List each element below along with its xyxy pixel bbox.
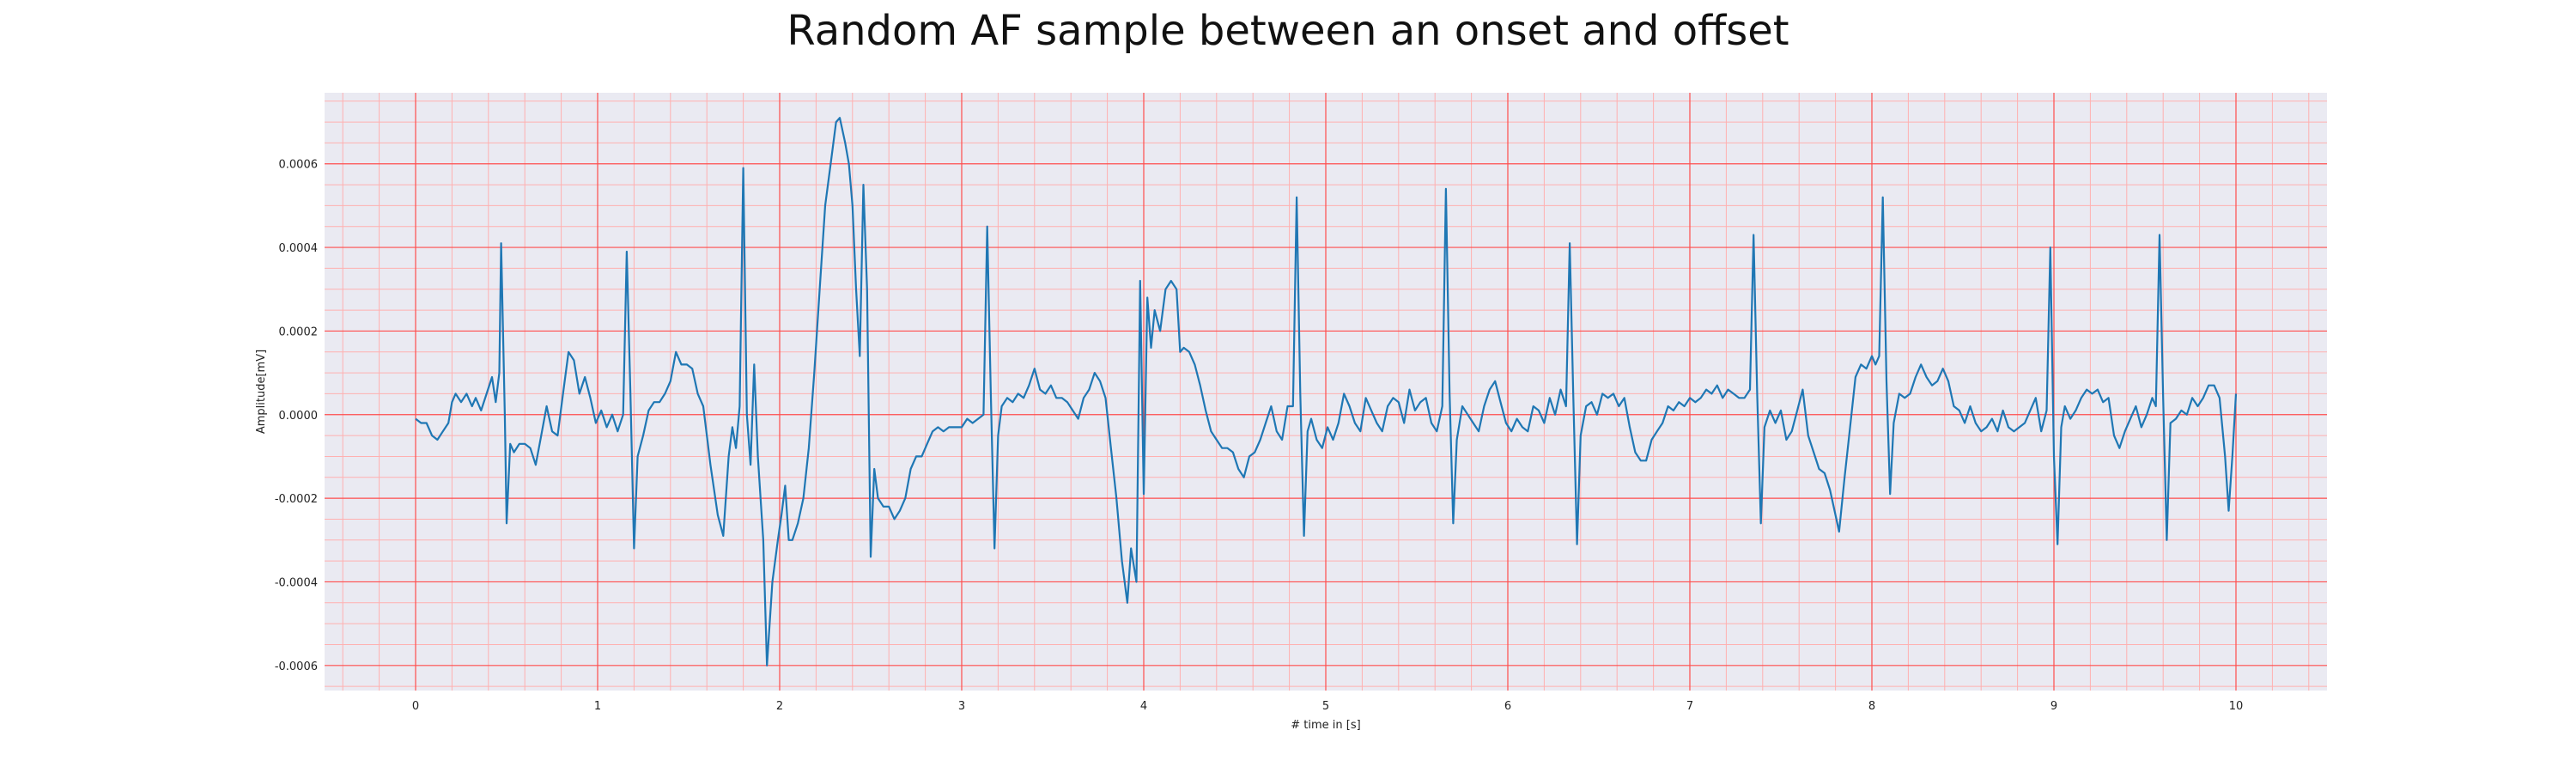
major-grid — [325, 93, 2327, 691]
x-tick-label: 9 — [2050, 700, 2057, 713]
y-tick-label: -0.0006 — [275, 660, 318, 673]
x-tick-label: 5 — [1322, 700, 1329, 713]
y-tick-label: 0.0006 — [279, 159, 319, 172]
x-axis-ticks: 0 1 2 3 4 5 6 7 8 9 10 — [412, 700, 2243, 713]
x-tick-label: 2 — [776, 700, 783, 713]
chart-title: Random AF sample between an onset and of… — [787, 7, 1789, 55]
x-tick-label: 0 — [412, 700, 419, 713]
y-tick-label: 0.0000 — [279, 410, 319, 423]
y-axis-label: Amplitude[mV] — [255, 350, 268, 434]
x-tick-label: 7 — [1686, 700, 1693, 713]
x-tick-label: 10 — [2229, 700, 2244, 713]
y-tick-label: -0.0004 — [275, 576, 318, 589]
x-axis-label: # time in [s] — [1291, 719, 1360, 732]
y-tick-label: 0.0002 — [279, 326, 319, 338]
x-tick-label: 3 — [958, 700, 965, 713]
x-tick-label: 6 — [1504, 700, 1511, 713]
series-line — [415, 117, 2238, 666]
x-tick-label: 8 — [1868, 700, 1875, 713]
y-tick-label: -0.0002 — [275, 493, 318, 506]
x-tick-label: 4 — [1140, 700, 1147, 713]
y-tick-label: 0.0004 — [279, 242, 319, 255]
y-axis-ticks: -0.0006 -0.0004 -0.0002 0.0000 0.0002 0.0004 0… — [275, 159, 318, 673]
x-tick-label: 1 — [594, 700, 601, 713]
